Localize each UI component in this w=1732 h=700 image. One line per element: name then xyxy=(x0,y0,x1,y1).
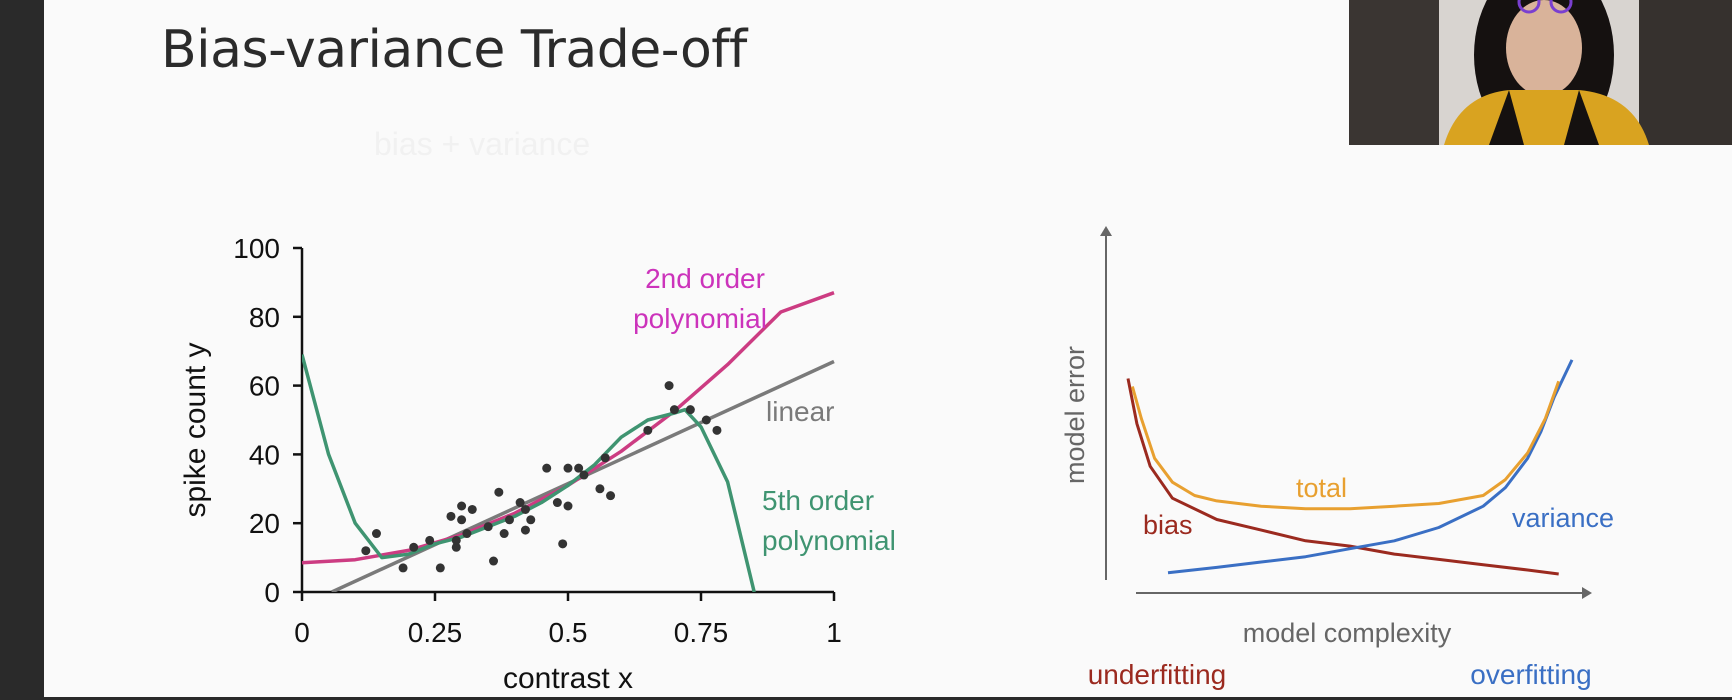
presenter-webcam-video xyxy=(1349,0,1732,145)
bottom-strip xyxy=(0,697,1732,700)
faint-subtitle: bias + variance xyxy=(374,126,591,162)
presenter-webcam xyxy=(1349,0,1732,145)
slide-title: Bias-variance Trade-off xyxy=(161,20,747,80)
